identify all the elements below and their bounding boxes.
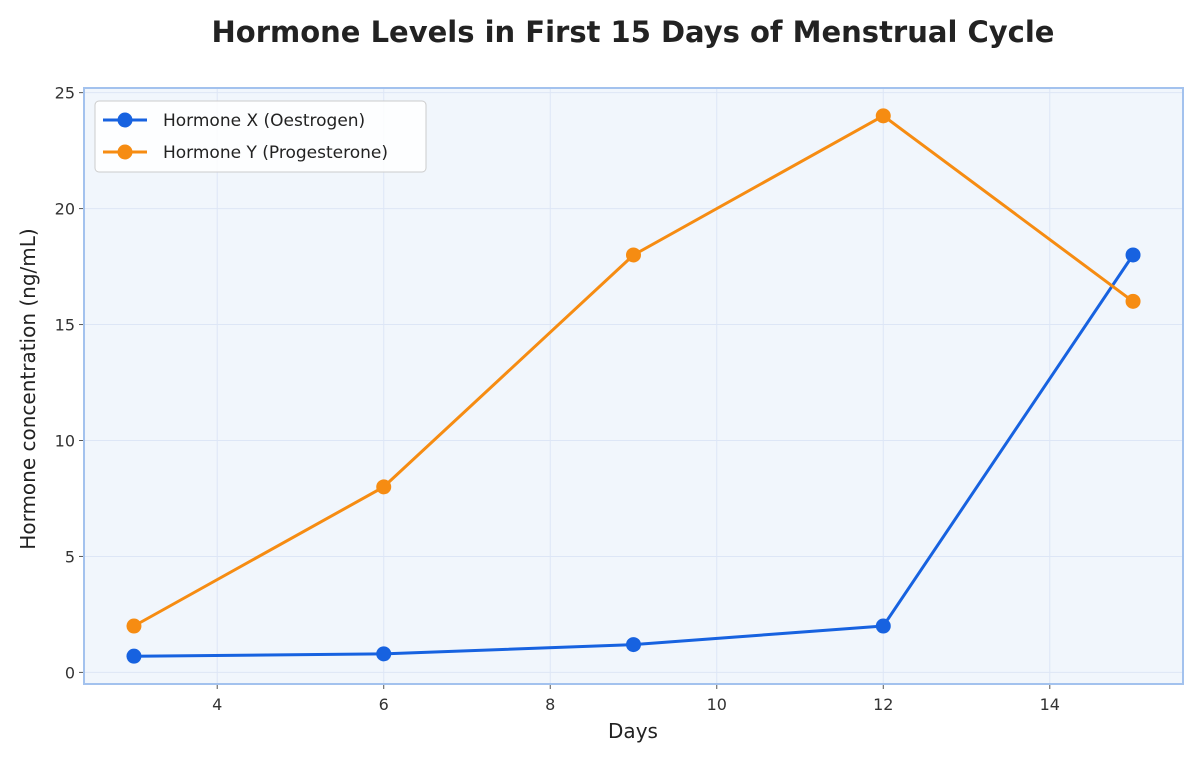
- x-axis-label: Days: [608, 719, 658, 743]
- series-layer: [126, 108, 1141, 664]
- grid: [84, 88, 1183, 684]
- x-tick-label: 4: [212, 695, 222, 714]
- legend-box: [94, 100, 427, 173]
- y-tick-label: 15: [55, 316, 75, 335]
- legend-marker: [117, 112, 133, 128]
- y-axis-label: Hormone concentration (ng/mL): [16, 228, 40, 549]
- data-point: [126, 648, 142, 664]
- legend: Hormone X (Oestrogen) Hormone Y (Progeste…: [94, 100, 427, 173]
- data-point: [626, 247, 641, 263]
- x-tick-label: 12: [873, 695, 893, 714]
- series-1: [126, 247, 1141, 664]
- data-point: [875, 108, 891, 124]
- legend-label: Hormone X (Oestrogen): [163, 111, 365, 131]
- data-point: [126, 618, 142, 634]
- plot-border: [83, 87, 1184, 685]
- data-point: [376, 646, 392, 662]
- data-point: [1125, 247, 1141, 263]
- x-tick-label: 6: [379, 695, 389, 714]
- x-tick-label: 8: [545, 695, 555, 714]
- y-tick-label: 10: [55, 431, 75, 450]
- y-tick-label: 20: [55, 200, 75, 219]
- legend-item: Hormone X (Oestrogen): [103, 111, 365, 131]
- legend-item: Hormone Y (Progesterone): [103, 143, 388, 163]
- legend-marker: [117, 144, 133, 160]
- series-2: [126, 108, 1141, 634]
- data-point: [626, 637, 641, 653]
- chart-title: Hormone Levels in First 15 Days of Menst…: [212, 15, 1055, 49]
- data-point: [376, 479, 392, 495]
- y-tick-label: 5: [65, 547, 75, 566]
- legend-label: Hormone Y (Progesterone): [163, 143, 388, 163]
- y-tick-label: 0: [65, 663, 75, 682]
- x-axis: 4 6 8 10 12 14: [212, 684, 1060, 714]
- data-point: [1125, 293, 1141, 309]
- y-tick-label: 25: [55, 84, 75, 103]
- x-tick-label: 10: [707, 695, 727, 714]
- y-axis: 0 5 10 15 20 25: [55, 84, 84, 682]
- data-point: [875, 618, 891, 634]
- x-tick-label: 14: [1040, 695, 1060, 714]
- plot-area: [84, 88, 1183, 684]
